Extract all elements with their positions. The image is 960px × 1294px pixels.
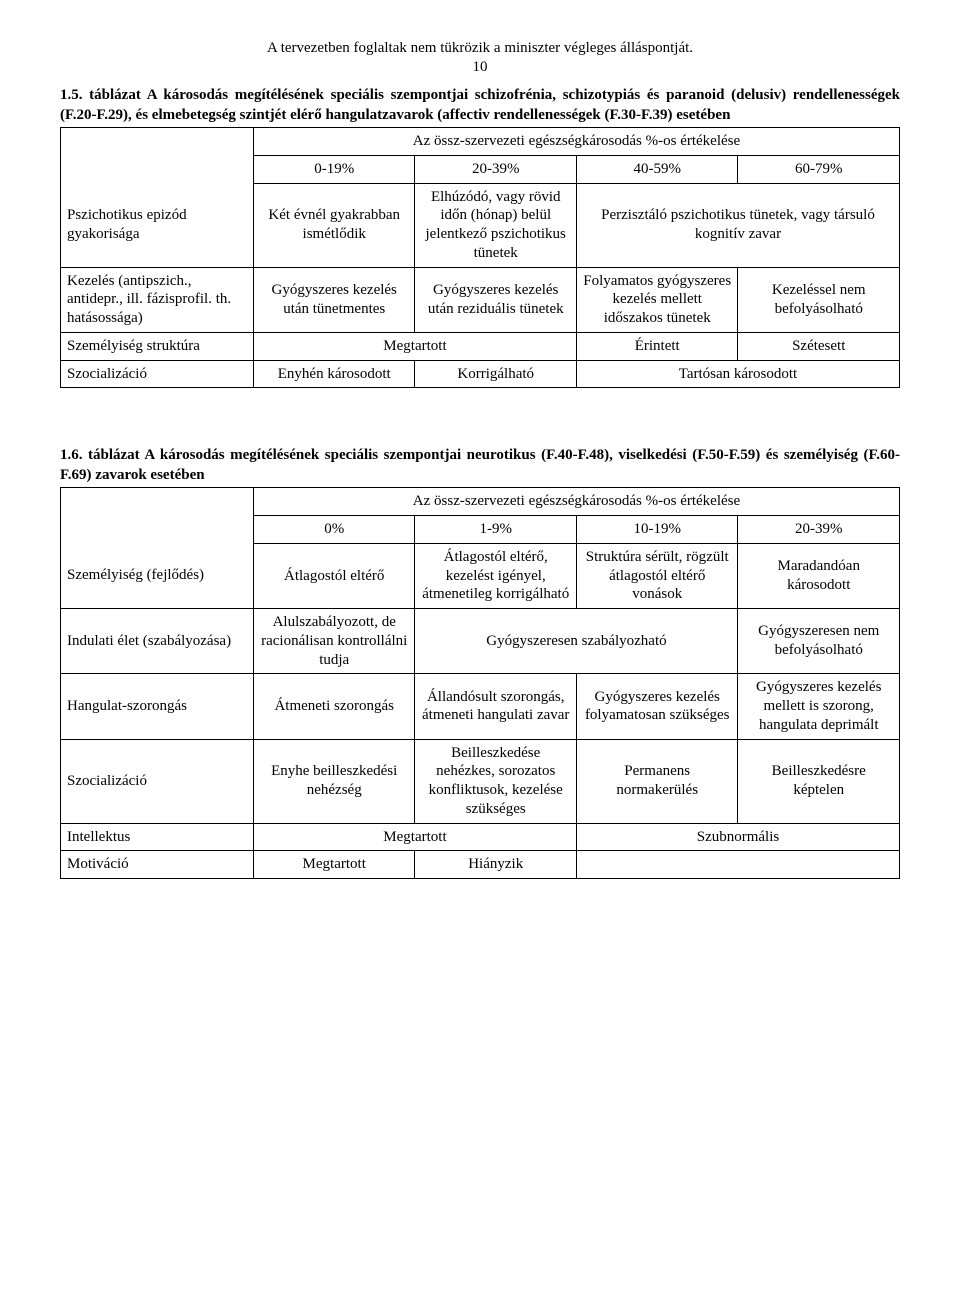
table1-row-pszichotikus: Pszichotikus epizód gyakorisága Két évné… (61, 183, 900, 267)
table2-r5-label: Intellektus (61, 823, 254, 851)
table2-r5-c34: Szubnormális (576, 823, 899, 851)
table2-r2-label: Indulati élet (szabályozása) (61, 609, 254, 674)
table2-pct-2: 10-19% (576, 516, 738, 544)
table2-r1-label: Személyiség (fejlődés) (61, 543, 254, 608)
table2-subheader: Az össz-szervezeti egészségkárosodás %-o… (253, 488, 899, 516)
table1-r2-c2: Gyógyszeres kezelés után reziduális tüne… (415, 267, 577, 332)
table2-row-intellektus: Intellektus Megtartott Szubnormális (61, 823, 900, 851)
table2-r1-c4: Maradandóan károsodott (738, 543, 900, 608)
table2-r2-c23: Gyógyszeresen szabályozható (415, 609, 738, 674)
table2-r4-c1: Enyhe beilleszkedési nehézség (253, 739, 415, 823)
table2-r1-c3: Struktúra sérült, rögzült átlagostól elt… (576, 543, 738, 608)
table2-row-szocializacio: Szocializáció Enyhe beilleszkedési nehéz… (61, 739, 900, 823)
page-number: 10 (60, 59, 900, 76)
table1-empty-percent (61, 155, 254, 183)
table1-pct-1: 20-39% (415, 155, 577, 183)
header-note: A tervezetben foglaltak nem tükrözik a m… (60, 40, 900, 57)
table2-r3-c3: Gyógyszeres kezelés folyamatosan szükség… (576, 674, 738, 739)
table1-r2-c3: Folyamatos gyógyszeres kezelés mellett i… (576, 267, 738, 332)
table1-pct-0: 0-19% (253, 155, 415, 183)
table2-r4-c2: Beilleszkedése nehézkes, sorozatos konfl… (415, 739, 577, 823)
table1-r1-label: Pszichotikus epizód gyakorisága (61, 183, 254, 267)
table1-r4-label: Szocializáció (61, 360, 254, 388)
table2-r1-c2: Átlagostól eltérő, kezelést igényel, átm… (415, 543, 577, 608)
table2-row-motivacio: Motiváció Megtartott Hiányzik (61, 851, 900, 879)
table1-empty-topleft (61, 128, 254, 156)
table1-subheader-row: Az össz-szervezeti egészségkárosodás %-o… (61, 128, 900, 156)
table2-r6-c1: Megtartott (253, 851, 415, 879)
table2-caption: 1.6. táblázat A károsodás megítélésének … (60, 446, 900, 485)
table1-pct-2: 40-59% (576, 155, 738, 183)
table1-r2-label: Kezelés (antipszich., antidepr., ill. fá… (61, 267, 254, 332)
table1-r4-c2: Korrigálható (415, 360, 577, 388)
table2-r3-label: Hangulat-szorongás (61, 674, 254, 739)
table2-r1-c1: Átlagostól eltérő (253, 543, 415, 608)
table2-pct-3: 20-39% (738, 516, 900, 544)
table2-pct-0: 0% (253, 516, 415, 544)
table1-pct-3: 60-79% (738, 155, 900, 183)
table1-row-szemelyiseg: Személyiség struktúra Megtartott Érintet… (61, 332, 900, 360)
table1-subheader: Az össz-szervezeti egészségkárosodás %-o… (253, 128, 899, 156)
table1-caption: 1.5. táblázat A károsodás megítélésének … (60, 86, 900, 125)
table2-r6-label: Motiváció (61, 851, 254, 879)
table2-r3-c2: Állandósult szorongás, átmeneti hangulat… (415, 674, 577, 739)
table2-subheader-row: Az össz-szervezeti egészségkárosodás %-o… (61, 488, 900, 516)
table1-r3-label: Személyiség struktúra (61, 332, 254, 360)
table2-row-hangulat: Hangulat-szorongás Átmeneti szorongás Ál… (61, 674, 900, 739)
table2-percent-row: 0% 1-9% 10-19% 20-39% (61, 516, 900, 544)
table1-r2-c4: Kezeléssel nem befolyásolható (738, 267, 900, 332)
table2-r5-c12: Megtartott (253, 823, 576, 851)
table1-percent-row: 0-19% 20-39% 40-59% 60-79% (61, 155, 900, 183)
table1-r2-c1: Gyógyszeres kezelés után tünetmentes (253, 267, 415, 332)
table1-r1-c34: Perzisztáló pszichotikus tünetek, vagy t… (576, 183, 899, 267)
table2-r4-c4: Beilleszkedésre képtelen (738, 739, 900, 823)
table2-r2-c4: Gyógyszeresen nem befolyásolható (738, 609, 900, 674)
table2-r3-c1: Átmeneti szorongás (253, 674, 415, 739)
table1-r4-c34: Tartósan károsodott (576, 360, 899, 388)
table1-row-kezeles: Kezelés (antipszich., antidepr., ill. fá… (61, 267, 900, 332)
table2-pct-1: 1-9% (415, 516, 577, 544)
table2-r3-c4: Gyógyszeres kezelés mellett is szorong, … (738, 674, 900, 739)
table2-r6-empty (576, 851, 899, 879)
table2-row-szemelyiseg: Személyiség (fejlődés) Átlagostól eltérő… (61, 543, 900, 608)
table2-r6-c2: Hiányzik (415, 851, 577, 879)
table1-row-szocializacio: Szocializáció Enyhén károsodott Korrigál… (61, 360, 900, 388)
table1-r3-c4: Szétesett (738, 332, 900, 360)
table2-r4-label: Szocializáció (61, 739, 254, 823)
table2: Az össz-szervezeti egészségkárosodás %-o… (60, 487, 900, 879)
table1-r3-c3: Érintett (576, 332, 738, 360)
table2-empty-percent (61, 516, 254, 544)
table2-row-indulati: Indulati élet (szabályozása) Alulszabály… (61, 609, 900, 674)
table1-r3-c12: Megtartott (253, 332, 576, 360)
table2-r2-c1: Alulszabályozott, de racionálisan kontro… (253, 609, 415, 674)
table2-r4-c3: Permanens normakerülés (576, 739, 738, 823)
table1-r1-c1: Két évnél gyakrabban ismétlődik (253, 183, 415, 267)
table1: Az össz-szervezeti egészségkárosodás %-o… (60, 127, 900, 388)
table1-r4-c1: Enyhén károsodott (253, 360, 415, 388)
table1-r1-c2: Elhúzódó, vagy rövid időn (hónap) belül … (415, 183, 577, 267)
table2-empty-topleft (61, 488, 254, 516)
